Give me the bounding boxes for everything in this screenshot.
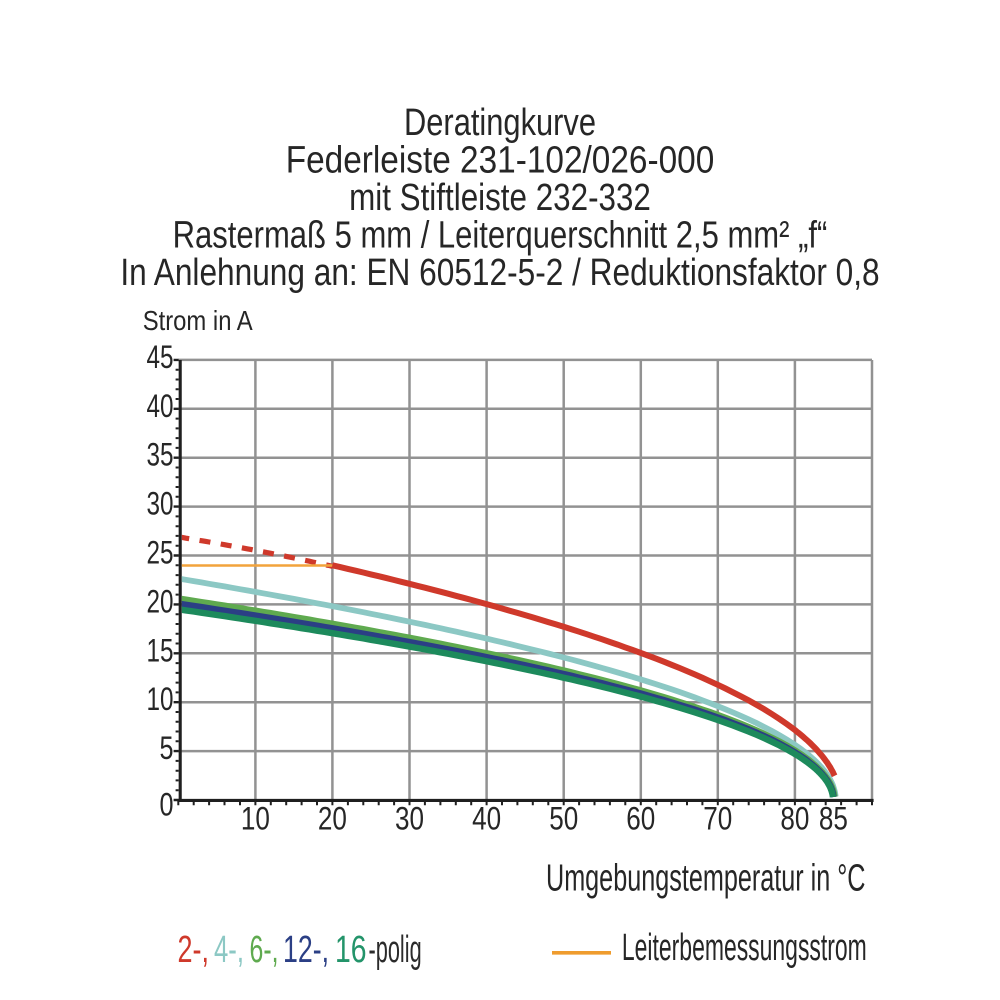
svg-text:4-,: 4-, [214,929,244,971]
svg-text:10: 10 [241,801,270,837]
svg-text:Rastermaß 5 mm / Leiterquersch: Rastermaß 5 mm / Leiterquerschnitt 2,5 m… [173,215,828,257]
svg-text:70: 70 [703,801,732,837]
svg-text:Strom in A: Strom in A [143,305,253,336]
svg-text:Federleiste 231-102/026-000: Federleiste 231-102/026-000 [286,140,715,182]
svg-text:20: 20 [147,583,174,619]
svg-text:6-,: 6-, [250,929,279,971]
svg-text:Deratingkurve: Deratingkurve [404,102,596,144]
svg-text:60: 60 [626,801,655,837]
svg-text:Leiterbemessungsstrom: Leiterbemessungsstrom [622,927,867,969]
svg-text:30: 30 [395,801,424,837]
svg-text:80: 80 [780,801,809,837]
svg-text:15: 15 [147,632,174,668]
svg-text:45: 45 [147,339,174,375]
svg-text:12-,: 12-, [283,929,329,971]
svg-text:25: 25 [147,535,174,571]
svg-text:Umgebungstemperatur in °C: Umgebungstemperatur in °C [546,858,866,900]
svg-text:40: 40 [147,388,174,424]
svg-text:30: 30 [147,486,174,522]
svg-text:mit Stiftleiste 232-332: mit Stiftleiste 232-332 [349,177,651,219]
svg-text:5: 5 [160,730,174,766]
svg-text:0: 0 [160,787,174,823]
svg-text:40: 40 [472,801,501,837]
svg-text:20: 20 [318,801,347,837]
svg-text:10: 10 [147,681,174,717]
svg-text:In Anlehnung an: EN 60512-5-2: In Anlehnung an: EN 60512-5-2 / Reduktio… [120,252,879,294]
svg-text:2-,: 2-, [178,929,210,971]
svg-text:35: 35 [147,437,174,473]
svg-text:-polig: -polig [369,929,422,971]
svg-text:50: 50 [549,801,578,837]
svg-text:85: 85 [819,801,848,837]
svg-text:16: 16 [335,929,367,971]
